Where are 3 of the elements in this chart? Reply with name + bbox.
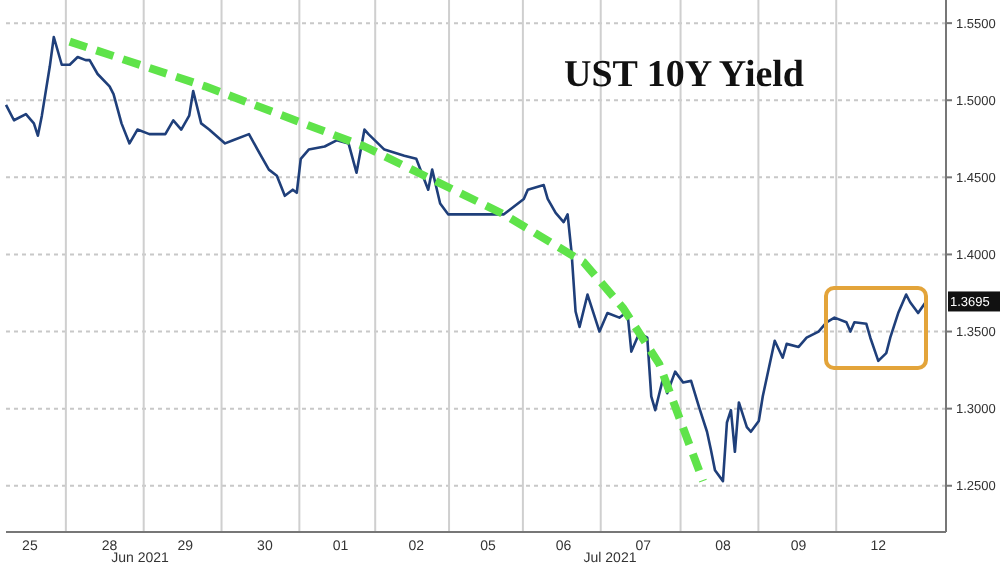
text: UST 10Y Yield — [564, 54, 805, 98]
line-series — [65, 37, 708, 486]
line-series — [4, 35, 928, 483]
